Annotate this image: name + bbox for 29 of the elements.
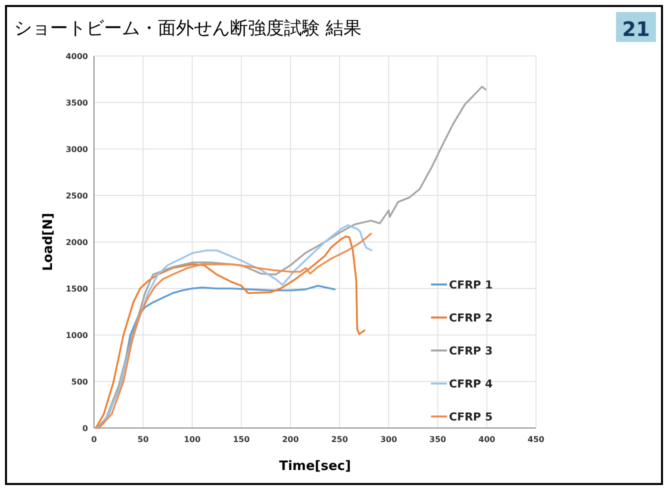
legend-label: CFRP 4 bbox=[449, 378, 493, 390]
x-tick-label: 300 bbox=[380, 435, 398, 444]
x-tick-label: 200 bbox=[282, 435, 300, 444]
x-tick-label: 50 bbox=[138, 435, 150, 444]
y-tick-label: 500 bbox=[71, 378, 88, 386]
chart-title: ショートビーム・面外せん断強度試験 結果 bbox=[14, 18, 362, 39]
legend-label: CFRP 2 bbox=[449, 312, 493, 324]
x-tick-label: 450 bbox=[528, 435, 545, 444]
y-tick-label: 3500 bbox=[66, 98, 88, 108]
x-tick-label: 250 bbox=[331, 435, 348, 444]
x-tick-label: 400 bbox=[478, 435, 496, 444]
y-tick-label: 1000 bbox=[66, 331, 88, 340]
y-tick-label: 0 bbox=[82, 424, 88, 433]
y-tick-label: 3000 bbox=[66, 145, 88, 154]
legend-label: CFRP 5 bbox=[449, 410, 493, 424]
y-tick-label: 1500 bbox=[66, 284, 88, 294]
x-tick-label: 100 bbox=[184, 435, 202, 444]
y-tick-label: 2500 bbox=[66, 192, 88, 200]
x-tick-label: 150 bbox=[232, 435, 250, 444]
x-tick-label: 350 bbox=[429, 435, 447, 444]
x-axis-title: Time[sec] bbox=[279, 459, 351, 474]
text: 21 bbox=[622, 17, 650, 41]
y-tick-label: 2000 bbox=[66, 238, 88, 247]
y-tick-label: 4000 bbox=[66, 52, 88, 61]
legend-label: CFRP 1 bbox=[449, 278, 493, 292]
x-tick-label: 0 bbox=[91, 435, 98, 444]
y-axis-title: Load[N] bbox=[41, 212, 56, 272]
line-series bbox=[96, 86, 487, 429]
legend-label: CFRP 3 bbox=[449, 344, 493, 358]
